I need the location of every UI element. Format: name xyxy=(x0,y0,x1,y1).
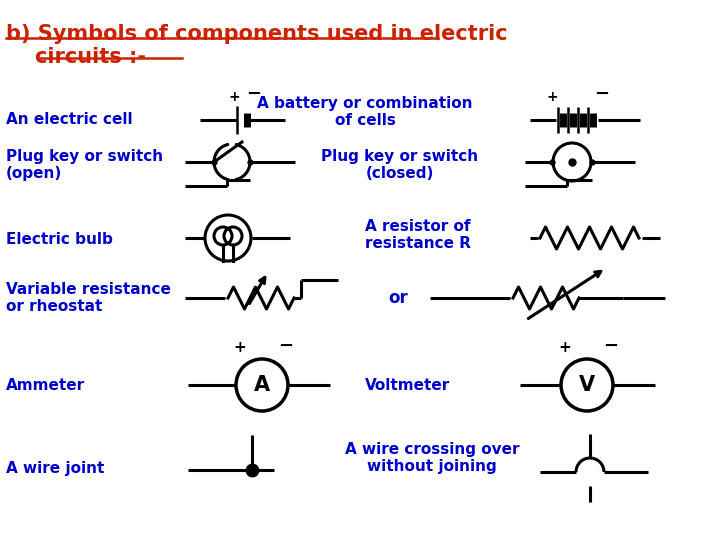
Text: +: + xyxy=(228,90,240,104)
Text: A resistor of
resistance R: A resistor of resistance R xyxy=(365,219,471,251)
Text: Variable resistance
or rheostat: Variable resistance or rheostat xyxy=(6,282,171,314)
Text: +: + xyxy=(546,90,558,104)
Text: A wire crossing over
without joining: A wire crossing over without joining xyxy=(345,442,519,474)
Text: Plug key or switch
(closed): Plug key or switch (closed) xyxy=(321,149,479,181)
Text: Voltmeter: Voltmeter xyxy=(365,377,451,393)
Text: −: − xyxy=(603,337,618,355)
Circle shape xyxy=(236,359,288,411)
Text: b) Symbols of components used in electric
    circuits :-: b) Symbols of components used in electri… xyxy=(6,24,508,67)
Text: −: − xyxy=(246,85,261,103)
Text: Electric bulb: Electric bulb xyxy=(6,233,113,247)
Text: A wire joint: A wire joint xyxy=(6,461,104,476)
Text: An electric cell: An electric cell xyxy=(6,112,132,127)
Text: A battery or combination
of cells: A battery or combination of cells xyxy=(257,96,473,128)
Text: +: + xyxy=(559,340,572,355)
Text: +: + xyxy=(233,340,246,355)
Text: −: − xyxy=(595,85,610,103)
Text: Ammeter: Ammeter xyxy=(6,377,85,393)
Text: Plug key or switch
(open): Plug key or switch (open) xyxy=(6,149,163,181)
Text: A: A xyxy=(254,375,270,395)
Text: V: V xyxy=(579,375,595,395)
Text: −: − xyxy=(279,337,294,355)
Text: or: or xyxy=(388,289,408,307)
Circle shape xyxy=(561,359,613,411)
